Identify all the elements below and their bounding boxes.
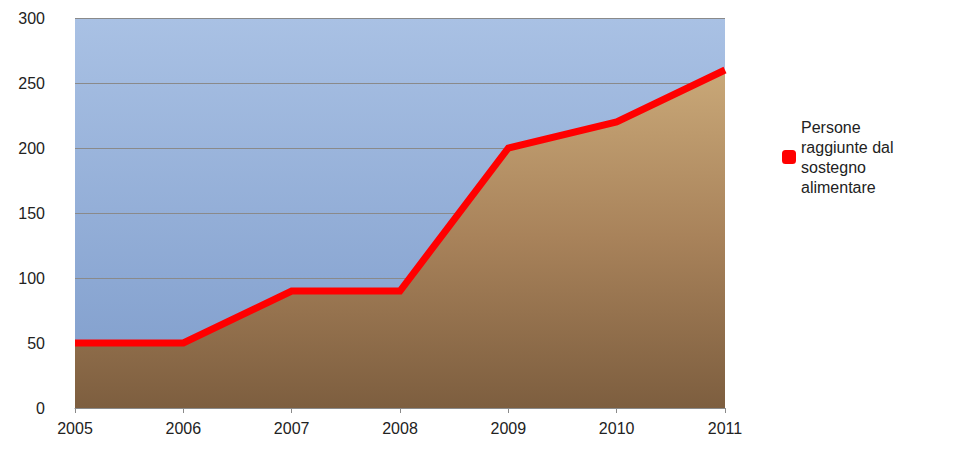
- svg-text:2009: 2009: [491, 420, 527, 437]
- svg-text:2007: 2007: [274, 420, 310, 437]
- svg-text:150: 150: [18, 205, 45, 222]
- svg-text:300: 300: [18, 10, 45, 27]
- svg-text:Persone: Persone: [801, 119, 865, 136]
- svg-text:2005: 2005: [57, 420, 93, 437]
- svg-text:2008: 2008: [382, 420, 418, 437]
- svg-text:100: 100: [18, 270, 45, 287]
- svg-text:2011: 2011: [708, 420, 743, 437]
- svg-text:250: 250: [18, 75, 45, 92]
- svg-text:alimentare: alimentare: [801, 179, 876, 196]
- svg-text:200: 200: [18, 140, 45, 157]
- svg-text:sostegno: sostegno: [801, 159, 870, 176]
- svg-text:raggiunte dal: raggiunte dal: [801, 139, 898, 156]
- svg-text:2006: 2006: [166, 420, 202, 437]
- svg-text:0: 0: [36, 400, 45, 417]
- svg-text:50: 50: [27, 335, 45, 352]
- svg-text:2010: 2010: [599, 420, 635, 437]
